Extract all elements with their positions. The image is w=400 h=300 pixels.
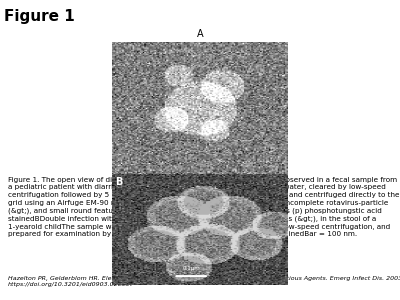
Text: 0.1μm: 0.1μm — [182, 266, 200, 271]
Text: Figure 1: Figure 1 — [4, 9, 75, 24]
Text: A: A — [197, 29, 203, 39]
Text: B: B — [116, 177, 123, 187]
Text: Hazelton PR, Gelderblom HR. Electron Microscope for Rapid Diagnosis of Emerging : Hazelton PR, Gelderblom HR. Electron Mic… — [8, 276, 400, 287]
Text: Figure 1. The open view of diagnostic electron microscopyAMultiple agents observ: Figure 1. The open view of diagnostic el… — [8, 177, 400, 237]
